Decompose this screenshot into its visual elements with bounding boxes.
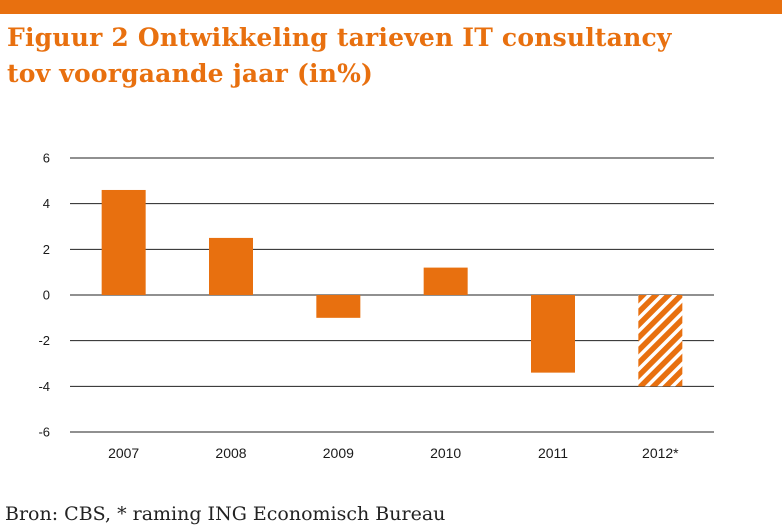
x-tick-label: 2010	[430, 445, 461, 461]
bar-2011	[531, 295, 575, 373]
bar-2008	[209, 237, 253, 295]
x-tick-label: 2012*	[642, 445, 679, 461]
top-accent-bar	[0, 0, 782, 14]
x-tick-label: 2011	[538, 445, 568, 461]
x-tick-label: 2009	[323, 445, 354, 461]
gridlines	[70, 157, 714, 433]
bar-2007	[101, 189, 146, 295]
bar-2010	[423, 267, 468, 295]
y-tick-label: 6	[43, 151, 50, 166]
y-tick-label: 4	[43, 196, 50, 211]
x-tick-label: 2008	[215, 445, 246, 461]
bar-chart: 6 4 2 0 -2 -4 -6 2007 2008 2009 2010 2011 2012*	[38, 151, 714, 461]
bar-2009	[316, 295, 361, 318]
bars	[101, 189, 683, 387]
y-axis-tick-labels: 6 4 2 0 -2 -4 -6	[38, 151, 50, 440]
y-tick-label: -6	[38, 425, 50, 440]
figure-title-line-1: Figuur 2 Ontwikkeling tarieven IT consul…	[7, 23, 672, 52]
y-tick-label: 0	[43, 288, 50, 303]
x-tick-label: 2007	[108, 445, 139, 461]
x-axis-tick-labels: 2007 2008 2009 2010 2011 2012*	[108, 445, 679, 461]
bar-2012-estimate	[638, 295, 683, 387]
figure-title: Figuur 2 Ontwikkeling tarieven IT consul…	[7, 20, 777, 92]
y-tick-label: 2	[43, 242, 50, 257]
y-tick-label: -4	[38, 379, 50, 394]
source-note: Bron: CBS, * raming ING Economisch Burea…	[5, 503, 446, 525]
figure-title-line-2: tov voorgaande jaar (in%)	[7, 59, 374, 88]
y-tick-label: -2	[38, 333, 50, 348]
